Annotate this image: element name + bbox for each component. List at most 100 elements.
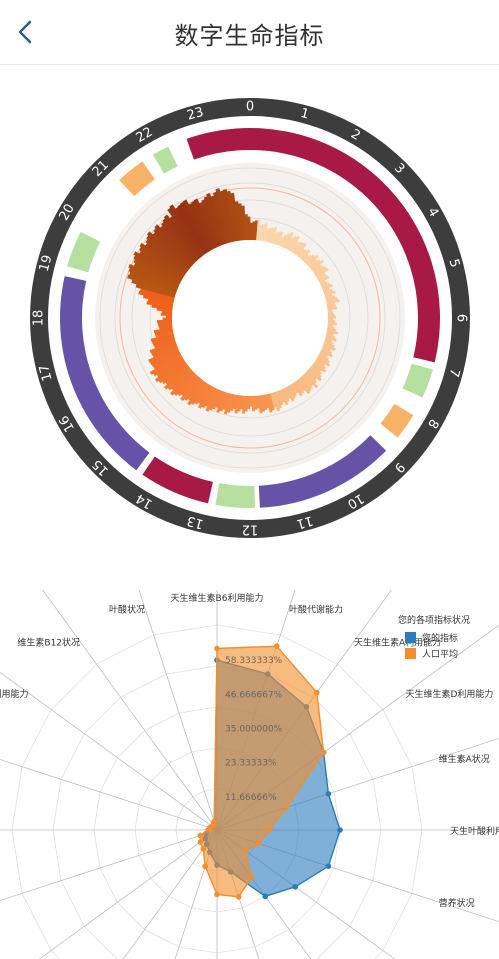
radial-bar — [187, 380, 206, 406]
radial-bar — [274, 231, 281, 245]
hour-label: 11 — [295, 512, 315, 531]
radial-bar — [323, 342, 335, 349]
radial-bar — [247, 216, 251, 241]
radial-bar — [232, 394, 238, 410]
radial-bar — [158, 361, 187, 384]
radial-bar — [264, 228, 270, 242]
radial-bar — [307, 259, 318, 268]
radial-bar — [327, 315, 337, 319]
radial-bar — [322, 287, 330, 293]
radial-bar — [151, 351, 181, 368]
radial-bar — [139, 246, 185, 278]
radial-bar — [187, 379, 205, 401]
radial-bar — [162, 218, 200, 261]
radial-bar — [138, 250, 184, 279]
data-point — [242, 847, 249, 854]
radial-bar — [320, 281, 328, 287]
radial-bar — [234, 394, 240, 414]
radial-bar — [153, 228, 194, 266]
radial-bar — [180, 377, 201, 401]
radial-bar — [177, 204, 210, 253]
activity-segment — [67, 231, 101, 273]
chevron-left-icon[interactable] — [12, 18, 40, 46]
data-point — [255, 840, 262, 847]
hour-label: 17 — [37, 363, 56, 383]
radial-bar — [154, 329, 174, 336]
radial-bar — [227, 393, 234, 413]
radial-bar — [311, 264, 322, 273]
activity-segment — [186, 127, 440, 363]
radial-bar — [173, 372, 197, 396]
radial-bar — [327, 309, 333, 313]
radial-bar — [222, 392, 230, 410]
hour-label: 12 — [242, 522, 259, 537]
radial-bar — [151, 343, 178, 356]
radial-bar — [322, 284, 333, 291]
radial-bar — [205, 388, 219, 412]
radial-bar — [279, 234, 288, 247]
grid-ring — [52, 665, 382, 959]
radial-bar — [326, 328, 337, 332]
radial-bar — [275, 390, 284, 406]
radial-bar — [188, 202, 215, 250]
radial-bar — [253, 395, 258, 410]
radial-bar — [151, 335, 175, 345]
radial-bar — [327, 313, 335, 317]
radial-bar — [146, 235, 190, 271]
radial-bar — [270, 226, 278, 244]
radial-bar — [311, 363, 322, 373]
hour-label: 0 — [246, 100, 254, 115]
radial-bar — [182, 199, 214, 251]
hour-label: 6 — [454, 314, 469, 322]
radial-bar — [300, 375, 313, 390]
axis-label: 天生维生素B6利用能力 — [171, 592, 264, 604]
data-point — [325, 791, 332, 797]
hour-label: 19 — [37, 253, 56, 273]
radial-bar — [204, 387, 217, 408]
radial-bar — [323, 288, 333, 295]
radial-bar — [285, 236, 294, 250]
radial-bar — [170, 371, 195, 396]
radial-bar — [320, 349, 333, 358]
radial-bar — [219, 392, 228, 412]
axis-label: 天生维生素D利用能力 — [406, 688, 494, 700]
radial-bar — [161, 221, 199, 262]
radial-bar — [259, 395, 265, 412]
axis-label: 维生素B12状况 — [17, 636, 80, 648]
radial-bar — [128, 263, 179, 289]
radial-bar — [161, 363, 189, 385]
radial-bar — [153, 337, 176, 347]
hour-label: 23 — [185, 105, 205, 124]
radial-bar — [149, 354, 183, 375]
data-point — [211, 818, 218, 825]
radial-bar — [226, 190, 239, 242]
radial-bar — [302, 254, 310, 262]
radial-bar — [322, 344, 336, 351]
radial-bar — [149, 341, 177, 354]
radial-bar — [256, 219, 261, 241]
radial-bar — [301, 374, 314, 387]
radial-bar — [206, 192, 227, 245]
radial-bar — [241, 205, 247, 241]
radial-bar — [317, 355, 330, 364]
radial-bar — [317, 274, 328, 282]
activity-segment — [215, 483, 255, 508]
radial-bar — [133, 258, 181, 285]
tick-label: 23.33333% — [225, 759, 277, 769]
hour-label: 14 — [134, 490, 156, 511]
radial-bar — [295, 379, 306, 392]
radial-bar — [249, 395, 253, 407]
data-point — [320, 749, 327, 756]
center-hole — [172, 240, 328, 396]
radial-bar — [315, 358, 326, 367]
axis-label: 营养状况 — [439, 897, 475, 909]
header-bar: 数字生命指标 — [0, 0, 499, 65]
axis-label: 叶酸状况 — [109, 603, 145, 615]
radial-bar — [319, 351, 329, 358]
radial-bar — [151, 304, 173, 310]
page-title: 数字生命指标 — [174, 22, 325, 50]
radial-bar — [156, 319, 173, 323]
radial-bar — [194, 383, 210, 405]
radial-bar — [138, 290, 175, 302]
radial-bar — [154, 339, 176, 349]
